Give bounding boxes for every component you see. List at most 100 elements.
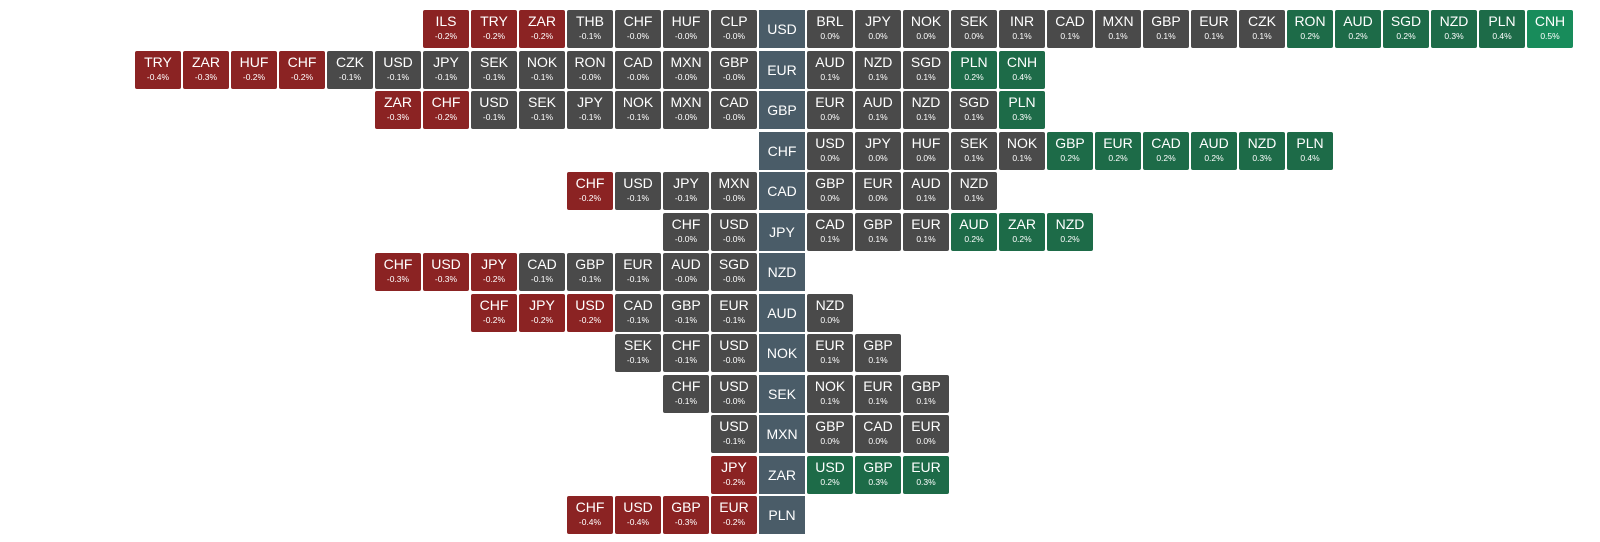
pair-tile-aud[interactable]: AUD 0.1% xyxy=(903,172,949,210)
pair-tile-cad[interactable]: CAD 0.2% xyxy=(1143,132,1189,170)
pair-tile-usd[interactable]: USD -0.4% xyxy=(615,496,661,534)
pair-tile-cad[interactable]: CAD -0.1% xyxy=(615,294,661,332)
pair-tile-eur[interactable]: EUR 0.2% xyxy=(1095,132,1141,170)
pair-tile-sgd[interactable]: SGD 0.2% xyxy=(1383,10,1429,48)
pair-tile-mxn[interactable]: MXN -0.0% xyxy=(663,91,709,129)
pair-tile-nok[interactable]: NOK 0.1% xyxy=(807,375,853,413)
pair-tile-nzd[interactable]: NZD 0.3% xyxy=(1239,132,1285,170)
pair-tile-nok[interactable]: NOK 0.1% xyxy=(999,132,1045,170)
pair-tile-mxn[interactable]: MXN -0.0% xyxy=(663,51,709,89)
pair-tile-jpy[interactable]: JPY -0.2% xyxy=(519,294,565,332)
pair-tile-chf[interactable]: CHF -0.2% xyxy=(279,51,325,89)
pair-tile-eur[interactable]: EUR 0.0% xyxy=(807,91,853,129)
pair-tile-sek[interactable]: SEK 0.0% xyxy=(951,10,997,48)
pair-tile-zar[interactable]: ZAR 0.2% xyxy=(999,213,1045,251)
pair-tile-eur[interactable]: EUR 0.0% xyxy=(855,172,901,210)
pair-tile-eur[interactable]: EUR -0.2% xyxy=(711,496,757,534)
pair-tile-eur[interactable]: EUR 0.1% xyxy=(855,375,901,413)
pair-tile-sek[interactable]: SEK -0.1% xyxy=(471,51,517,89)
pair-tile-ron[interactable]: RON 0.2% xyxy=(1287,10,1333,48)
pair-tile-chf[interactable]: CHF -0.3% xyxy=(375,253,421,291)
base-currency-zar[interactable]: ZAR xyxy=(759,456,805,494)
pair-tile-try[interactable]: TRY -0.4% xyxy=(135,51,181,89)
pair-tile-nzd[interactable]: NZD 0.2% xyxy=(1047,213,1093,251)
pair-tile-gbp[interactable]: GBP 0.2% xyxy=(1047,132,1093,170)
pair-tile-cad[interactable]: CAD -0.1% xyxy=(519,253,565,291)
pair-tile-sek[interactable]: SEK -0.1% xyxy=(519,91,565,129)
pair-tile-jpy[interactable]: JPY -0.1% xyxy=(663,172,709,210)
pair-tile-nzd[interactable]: NZD 0.0% xyxy=(807,294,853,332)
pair-tile-pln[interactable]: PLN 0.2% xyxy=(951,51,997,89)
pair-tile-gbp[interactable]: GBP 0.1% xyxy=(855,334,901,372)
pair-tile-gbp[interactable]: GBP 0.1% xyxy=(903,375,949,413)
base-currency-usd[interactable]: USD xyxy=(759,10,805,48)
pair-tile-pln[interactable]: PLN 0.3% xyxy=(999,91,1045,129)
base-currency-jpy[interactable]: JPY xyxy=(759,213,805,251)
pair-tile-chf[interactable]: CHF -0.2% xyxy=(471,294,517,332)
pair-tile-cnh[interactable]: CNH 0.4% xyxy=(999,51,1045,89)
base-currency-eur[interactable]: EUR xyxy=(759,51,805,89)
base-currency-gbp[interactable]: GBP xyxy=(759,91,805,129)
pair-tile-sek[interactable]: SEK 0.1% xyxy=(951,132,997,170)
pair-tile-aud[interactable]: AUD 0.2% xyxy=(1335,10,1381,48)
pair-tile-zar[interactable]: ZAR -0.3% xyxy=(375,91,421,129)
pair-tile-usd[interactable]: USD -0.1% xyxy=(615,172,661,210)
pair-tile-huf[interactable]: HUF -0.0% xyxy=(663,10,709,48)
pair-tile-clp[interactable]: CLP -0.0% xyxy=(711,10,757,48)
pair-tile-huf[interactable]: HUF -0.2% xyxy=(231,51,277,89)
pair-tile-nzd[interactable]: NZD 0.3% xyxy=(1431,10,1477,48)
pair-tile-usd[interactable]: USD 0.0% xyxy=(807,132,853,170)
pair-tile-eur[interactable]: EUR -0.1% xyxy=(615,253,661,291)
base-currency-pln[interactable]: PLN xyxy=(759,496,805,534)
pair-tile-nzd[interactable]: NZD 0.1% xyxy=(903,91,949,129)
pair-tile-eur[interactable]: EUR 0.0% xyxy=(903,415,949,453)
pair-tile-sgd[interactable]: SGD 0.1% xyxy=(951,91,997,129)
pair-tile-nok[interactable]: NOK 0.0% xyxy=(903,10,949,48)
pair-tile-thb[interactable]: THB -0.1% xyxy=(567,10,613,48)
base-currency-sek[interactable]: SEK xyxy=(759,375,805,413)
pair-tile-eur[interactable]: EUR 0.1% xyxy=(807,334,853,372)
pair-tile-cad[interactable]: CAD 0.0% xyxy=(855,415,901,453)
pair-tile-jpy[interactable]: JPY -0.2% xyxy=(471,253,517,291)
pair-tile-ils[interactable]: ILS -0.2% xyxy=(423,10,469,48)
pair-tile-ron[interactable]: RON -0.0% xyxy=(567,51,613,89)
pair-tile-usd[interactable]: USD -0.0% xyxy=(711,375,757,413)
pair-tile-pln[interactable]: PLN 0.4% xyxy=(1287,132,1333,170)
pair-tile-usd[interactable]: USD -0.1% xyxy=(711,415,757,453)
pair-tile-aud[interactable]: AUD 0.2% xyxy=(951,213,997,251)
pair-tile-cad[interactable]: CAD 0.1% xyxy=(807,213,853,251)
pair-tile-nok[interactable]: NOK -0.1% xyxy=(615,91,661,129)
pair-tile-usd[interactable]: USD -0.3% xyxy=(423,253,469,291)
pair-tile-usd[interactable]: USD -0.1% xyxy=(375,51,421,89)
pair-tile-chf[interactable]: CHF -0.1% xyxy=(663,375,709,413)
pair-tile-jpy[interactable]: JPY -0.1% xyxy=(567,91,613,129)
pair-tile-aud[interactable]: AUD 0.2% xyxy=(1191,132,1237,170)
pair-tile-usd[interactable]: USD -0.0% xyxy=(711,213,757,251)
pair-tile-gbp[interactable]: GBP -0.3% xyxy=(663,496,709,534)
base-currency-cad[interactable]: CAD xyxy=(759,172,805,210)
pair-tile-gbp[interactable]: GBP -0.1% xyxy=(567,253,613,291)
pair-tile-czk[interactable]: CZK -0.1% xyxy=(327,51,373,89)
pair-tile-czk[interactable]: CZK 0.1% xyxy=(1239,10,1285,48)
pair-tile-brl[interactable]: BRL 0.0% xyxy=(807,10,853,48)
pair-tile-aud[interactable]: AUD 0.1% xyxy=(855,91,901,129)
pair-tile-inr[interactable]: INR 0.1% xyxy=(999,10,1045,48)
pair-tile-nzd[interactable]: NZD 0.1% xyxy=(855,51,901,89)
pair-tile-chf[interactable]: CHF -0.0% xyxy=(615,10,661,48)
pair-tile-aud[interactable]: AUD -0.0% xyxy=(663,253,709,291)
pair-tile-chf[interactable]: CHF -0.0% xyxy=(663,213,709,251)
pair-tile-mxn[interactable]: MXN 0.1% xyxy=(1095,10,1141,48)
pair-tile-usd[interactable]: USD -0.1% xyxy=(471,91,517,129)
pair-tile-cad[interactable]: CAD -0.0% xyxy=(615,51,661,89)
pair-tile-eur[interactable]: EUR -0.1% xyxy=(711,294,757,332)
pair-tile-eur[interactable]: EUR 0.1% xyxy=(903,213,949,251)
pair-tile-eur[interactable]: EUR 0.1% xyxy=(1191,10,1237,48)
pair-tile-gbp[interactable]: GBP 0.0% xyxy=(807,415,853,453)
pair-tile-chf[interactable]: CHF -0.4% xyxy=(567,496,613,534)
pair-tile-huf[interactable]: HUF 0.0% xyxy=(903,132,949,170)
pair-tile-gbp[interactable]: GBP 0.3% xyxy=(855,456,901,494)
pair-tile-chf[interactable]: CHF -0.2% xyxy=(567,172,613,210)
pair-tile-pln[interactable]: PLN 0.4% xyxy=(1479,10,1525,48)
pair-tile-cnh[interactable]: CNH 0.5% xyxy=(1527,10,1573,48)
pair-tile-nok[interactable]: NOK -0.1% xyxy=(519,51,565,89)
